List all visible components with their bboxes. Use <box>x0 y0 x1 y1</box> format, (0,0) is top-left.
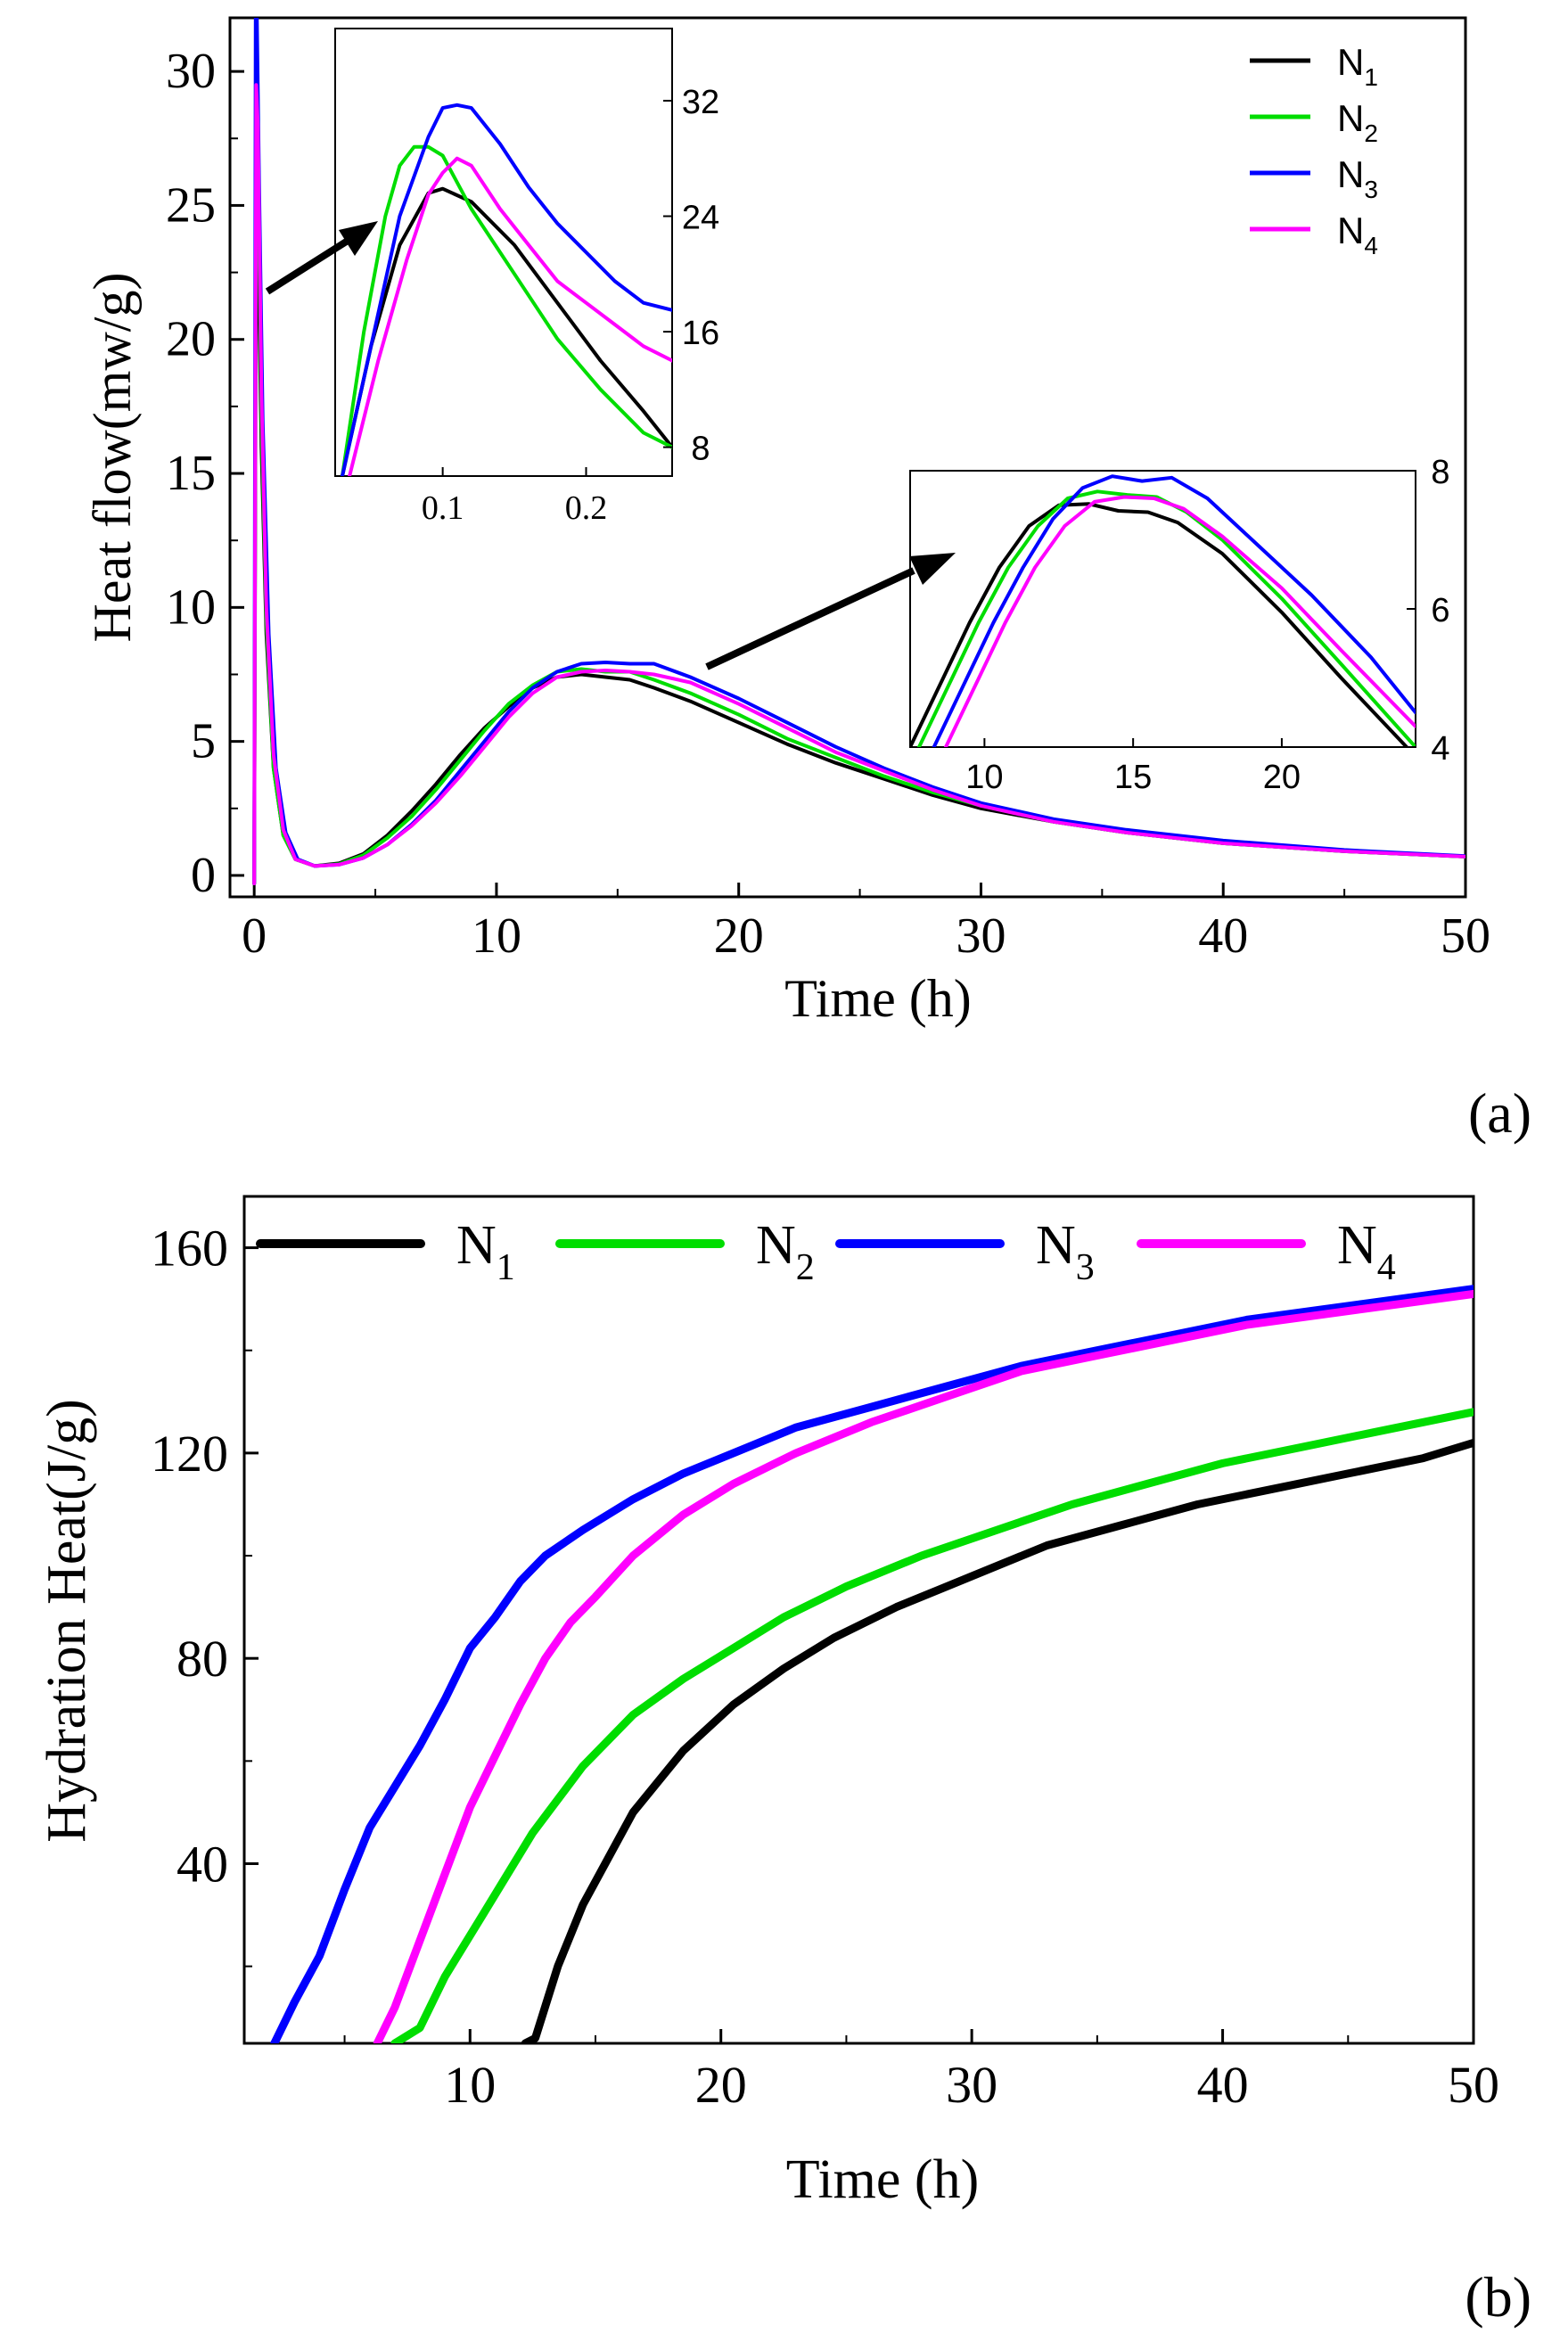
y-tick-label: 120 <box>151 1425 228 1483</box>
panel-a-x-axis-title: Time (h) <box>784 969 971 1028</box>
x-tick-label: 50 <box>1448 2056 1499 2114</box>
series-line-n4 <box>348 156 672 476</box>
inset-early-series <box>341 103 672 476</box>
panel-b-x-axis-title: Time (h) <box>786 2149 979 2210</box>
inset-x-tick-label: 15 <box>1114 759 1152 796</box>
x-tick-label: 20 <box>714 908 764 964</box>
x-tick-label: 0 <box>242 908 267 964</box>
inset-late-series <box>910 474 1416 747</box>
legend-label: N2 <box>756 1215 815 1288</box>
series-line-n2 <box>390 1408 1474 2043</box>
x-tick-label: 50 <box>1441 908 1490 964</box>
series-line-n2 <box>341 144 672 476</box>
y-tick-label: 40 <box>177 1835 228 1893</box>
y-tick-label: 0 <box>191 848 216 903</box>
panel-a-label: (a) <box>1468 1081 1531 1145</box>
arrow-to-inset-late <box>705 553 956 670</box>
inset-y-tick-label: 6 <box>1431 592 1449 629</box>
panel-a-series <box>252 18 1465 885</box>
x-tick-label: 30 <box>956 908 1006 964</box>
inset-x-tick-label: 10 <box>965 759 1003 796</box>
y-tick-label: 20 <box>166 312 216 367</box>
inset-x-tick-label: 0.2 <box>565 489 608 527</box>
panel-b-label: (b) <box>1465 2265 1531 2329</box>
series-line-n1 <box>521 1438 1474 2043</box>
series-line-n3 <box>270 1285 1474 2043</box>
y-tick-label: 10 <box>166 579 216 635</box>
legend-label: N1 <box>456 1215 515 1288</box>
legend-label: N4 <box>1337 210 1378 259</box>
x-tick-label: 40 <box>1198 908 1248 964</box>
inset-y-tick-label: 16 <box>682 315 719 352</box>
panel-b-legend: N1 N2 N3 N4 <box>256 1215 1396 1288</box>
y-tick-label: 15 <box>166 446 216 501</box>
series-line-n3 <box>932 474 1416 747</box>
inset-y-tick-label: 8 <box>1431 454 1449 491</box>
y-tick-label: 25 <box>166 177 216 233</box>
panel-a-y-axis-title: Heat flow(mw/g) <box>83 273 142 643</box>
series-line-n2 <box>917 489 1416 747</box>
legend-label: N1 <box>1337 41 1378 91</box>
series-line-n4 <box>373 1289 1474 2043</box>
panel-b-ticks: 10 20 30 40 50 40 80 120 160 <box>151 1220 1499 2114</box>
panel-b-y-axis-title: Hydration Heat(J/g) <box>37 1399 97 1843</box>
arrow-shaft <box>265 237 350 295</box>
x-tick-label: 30 <box>946 2056 997 2114</box>
panel-b-frame <box>242 1195 1475 2045</box>
legend-label: N4 <box>1337 1215 1396 1288</box>
y-tick-label: 5 <box>191 714 216 769</box>
inset-x-tick-label: 20 <box>1263 759 1301 796</box>
x-tick-label: 40 <box>1197 2056 1249 2114</box>
x-tick-label: 20 <box>695 2056 747 2114</box>
inset-early-ticks: 0.1 0.2 8 16 24 32 <box>422 84 719 527</box>
legend-label: N3 <box>1337 153 1378 203</box>
panel-b-series <box>270 1285 1474 2043</box>
inset-y-tick-label: 8 <box>691 431 710 468</box>
inset-x-tick-label: 0.1 <box>422 489 464 527</box>
panel-b: 10 20 30 40 50 40 80 120 160 N1 N2 N3 N4 Time (h) H… <box>37 1195 1531 2329</box>
legend-label: N3 <box>1036 1215 1095 1288</box>
series-line-n4 <box>252 83 1465 885</box>
arrow-shaft <box>705 567 915 670</box>
panel-a-frame <box>228 16 1467 899</box>
y-tick-label: 160 <box>151 1220 228 1278</box>
series-line-n4 <box>944 495 1416 747</box>
inset-y-tick-label: 4 <box>1431 730 1449 768</box>
inset-y-tick-label: 32 <box>682 84 719 121</box>
series-line-n3 <box>341 103 672 476</box>
y-tick-label: 30 <box>166 44 216 99</box>
arrow-to-inset-early <box>265 221 378 295</box>
series-line-n1 <box>910 502 1408 747</box>
panel-a-ticks: 0 10 20 30 40 50 0 5 10 15 20 25 30 <box>166 44 1490 964</box>
y-tick-label: 80 <box>177 1630 228 1688</box>
legend-label: N2 <box>1337 97 1378 147</box>
x-tick-label: 10 <box>444 2056 496 2114</box>
panel-a: 0 10 20 30 40 50 0 5 10 15 20 25 30 0.1 0.2 8 16 24 32 10… <box>83 16 1531 1145</box>
arrow-head <box>339 221 378 256</box>
x-tick-label: 10 <box>472 908 521 964</box>
arrow-head <box>909 553 956 585</box>
inset-y-tick-label: 24 <box>682 200 719 237</box>
series-line-n1 <box>341 186 672 476</box>
inset-late-ticks: 10 15 20 4 6 8 <box>965 454 1449 796</box>
panel-a-legend: N1 N2 N3 N4 <box>1250 41 1378 259</box>
